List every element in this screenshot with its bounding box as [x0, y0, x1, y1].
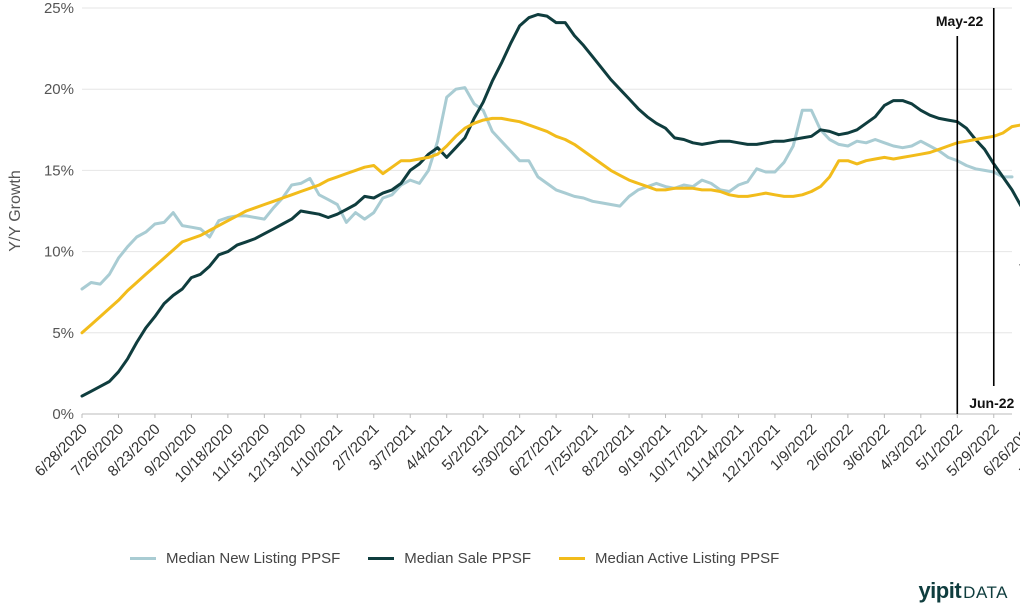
series-lines — [80, 13, 1020, 398]
legend-swatch — [130, 557, 156, 560]
y-tick-label: 20% — [44, 81, 74, 98]
legend-label: Median Active Listing PPSF — [594, 550, 780, 567]
legend-label: Median New Listing PPSF — [166, 550, 341, 567]
series-sale-line — [80, 13, 1020, 398]
annotation-label-jun: Jun-22 — [969, 395, 1014, 411]
legend-swatch — [368, 557, 395, 560]
legend-item-new-listing[interactable]: Median New Listing PPSF — [130, 550, 340, 567]
y-tick-label: 10% — [44, 244, 74, 261]
y-tick-label: 15% — [44, 162, 74, 179]
brand-suffix: DATA — [963, 583, 1008, 602]
legend-item-sale[interactable]: Median Sale PPSF — [368, 550, 531, 567]
legend-swatch — [558, 557, 585, 560]
brand-name: yipit — [918, 578, 962, 603]
y-tick-label: 5% — [52, 325, 74, 342]
legend-label: Median Sale PPSF — [404, 550, 531, 567]
legend-item-active-listing[interactable]: Median Active Listing PPSF — [558, 550, 780, 567]
x-axis-ticks: 6/28/20207/26/20208/23/20209/20/202010/1… — [32, 414, 1020, 486]
series-active-listing-line — [80, 116, 1020, 335]
y-axis-ticks: 0% 5% 10% 15% 20% 25% — [44, 0, 74, 423]
annotation-label-may: May-22 — [936, 13, 984, 29]
y-axis-label: Y/Y Growth — [7, 170, 24, 252]
gridlines — [82, 7, 1012, 415]
brand-logo: yipit DATA — [918, 578, 1008, 604]
y-tick-label: 25% — [44, 0, 74, 17]
legend: Median New Listing PPSF Median Sale PPSF… — [130, 550, 779, 567]
y-tick-label: 0% — [52, 406, 74, 423]
